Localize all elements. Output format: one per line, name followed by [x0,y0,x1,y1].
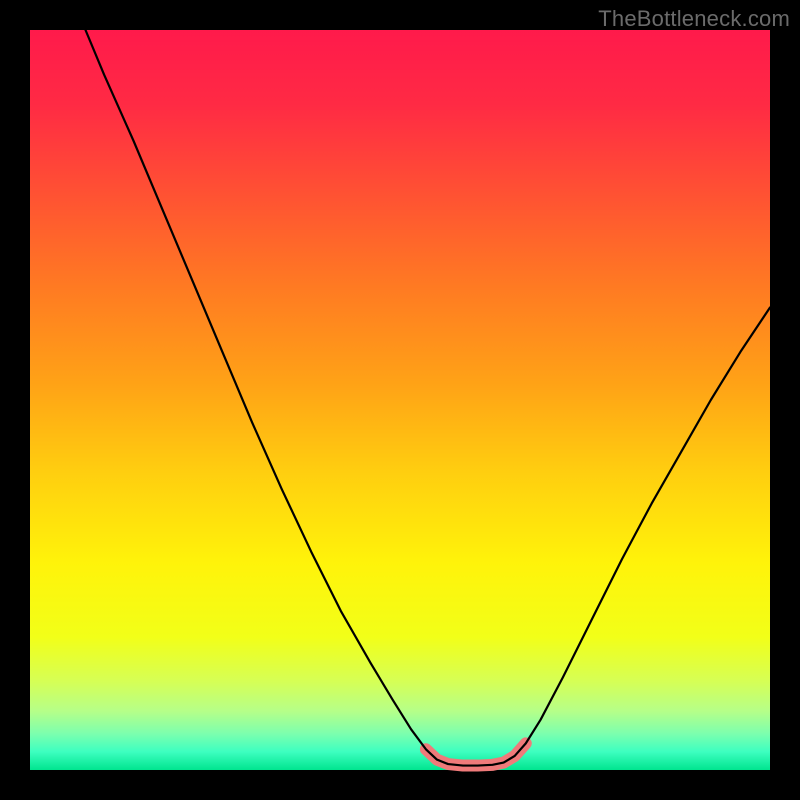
watermark-text: TheBottleneck.com [598,6,790,32]
bottleneck-curve-chart [0,0,800,800]
plot-background [30,30,770,770]
chart-container: TheBottleneck.com [0,0,800,800]
